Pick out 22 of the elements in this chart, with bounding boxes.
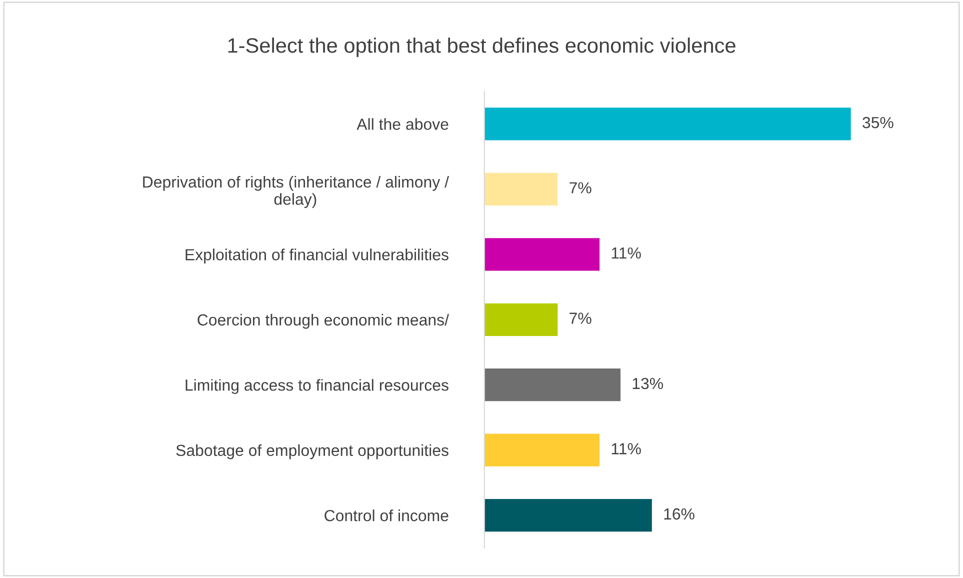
bar (484, 172, 558, 206)
y-tick-label: Limiting access to financial resources (186, 379, 448, 394)
bar (484, 434, 600, 466)
data-label: 16% (664, 508, 694, 520)
y-tick-label: Deprivation of rights (inheritance / alimony / delay) (143, 176, 449, 208)
bar (484, 303, 558, 336)
data-label: 7% (570, 312, 592, 324)
bar (484, 499, 652, 532)
bar (484, 108, 851, 140)
chart-title: 1-Select the option that best defines economic violence (228, 38, 736, 57)
data-label: 11% (612, 247, 641, 259)
data-label: 13% (632, 378, 664, 390)
data-label: 11% (612, 443, 641, 454)
y-tick-label: All the above (356, 118, 448, 130)
bar (484, 238, 600, 271)
y-tick-label: Exploitation of financial vulnerabilities (186, 248, 448, 264)
y-tick-label: Coercion through economic means/ (198, 314, 449, 329)
data-label: 7% (570, 182, 592, 194)
data-label: 35% (862, 116, 894, 128)
y-tick-label: Sabotage of employment opportunities (176, 444, 448, 460)
y-tick-label: Control of income (324, 510, 448, 522)
bar (484, 368, 620, 402)
